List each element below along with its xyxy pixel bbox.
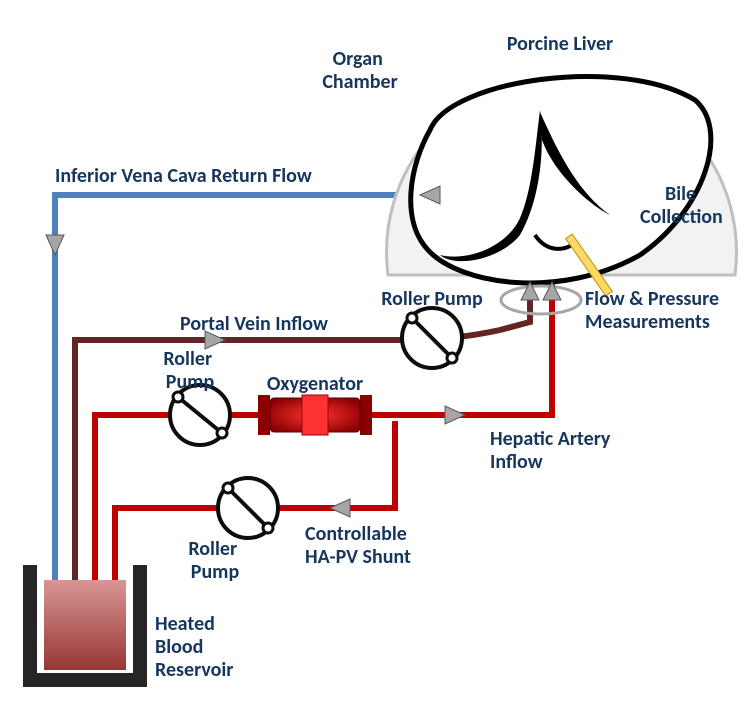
label-flow-pressure: Flow & Pressure Measurements — [585, 287, 724, 334]
roller-pump-portal-vein — [402, 308, 462, 368]
label-roller-pump-pv: Roller Pump — [381, 287, 483, 311]
flow-pressure-ring — [501, 286, 581, 314]
label-portal-vein: Portal Vein Inflow — [180, 312, 328, 336]
perfusion-diagram: Organ Chamber Porcine Liver Inferior Ven… — [0, 0, 750, 709]
blood-reservoir — [30, 565, 140, 680]
oxygenator — [258, 395, 372, 435]
roller-pump-oxygenator — [170, 385, 230, 445]
label-porcine-liver: Porcine Liver — [507, 32, 613, 56]
roller-pump-shunt — [218, 478, 278, 538]
label-oxygenator: Oxygenator — [267, 372, 363, 396]
label-hepatic-artery: Hepatic Artery Inflow — [490, 427, 615, 474]
label-shunt: Controllable HA-PV Shunt — [305, 522, 411, 569]
label-organ-chamber: Organ Chamber — [322, 47, 397, 94]
label-roller-pump-ox: Roller Pump — [163, 347, 216, 394]
label-ivc-return: Inferior Vena Cava Return Flow — [55, 164, 312, 188]
label-roller-pump-shunt: Roller Pump — [188, 537, 241, 584]
label-reservoir: Heated Blood Reservoir — [155, 612, 233, 682]
